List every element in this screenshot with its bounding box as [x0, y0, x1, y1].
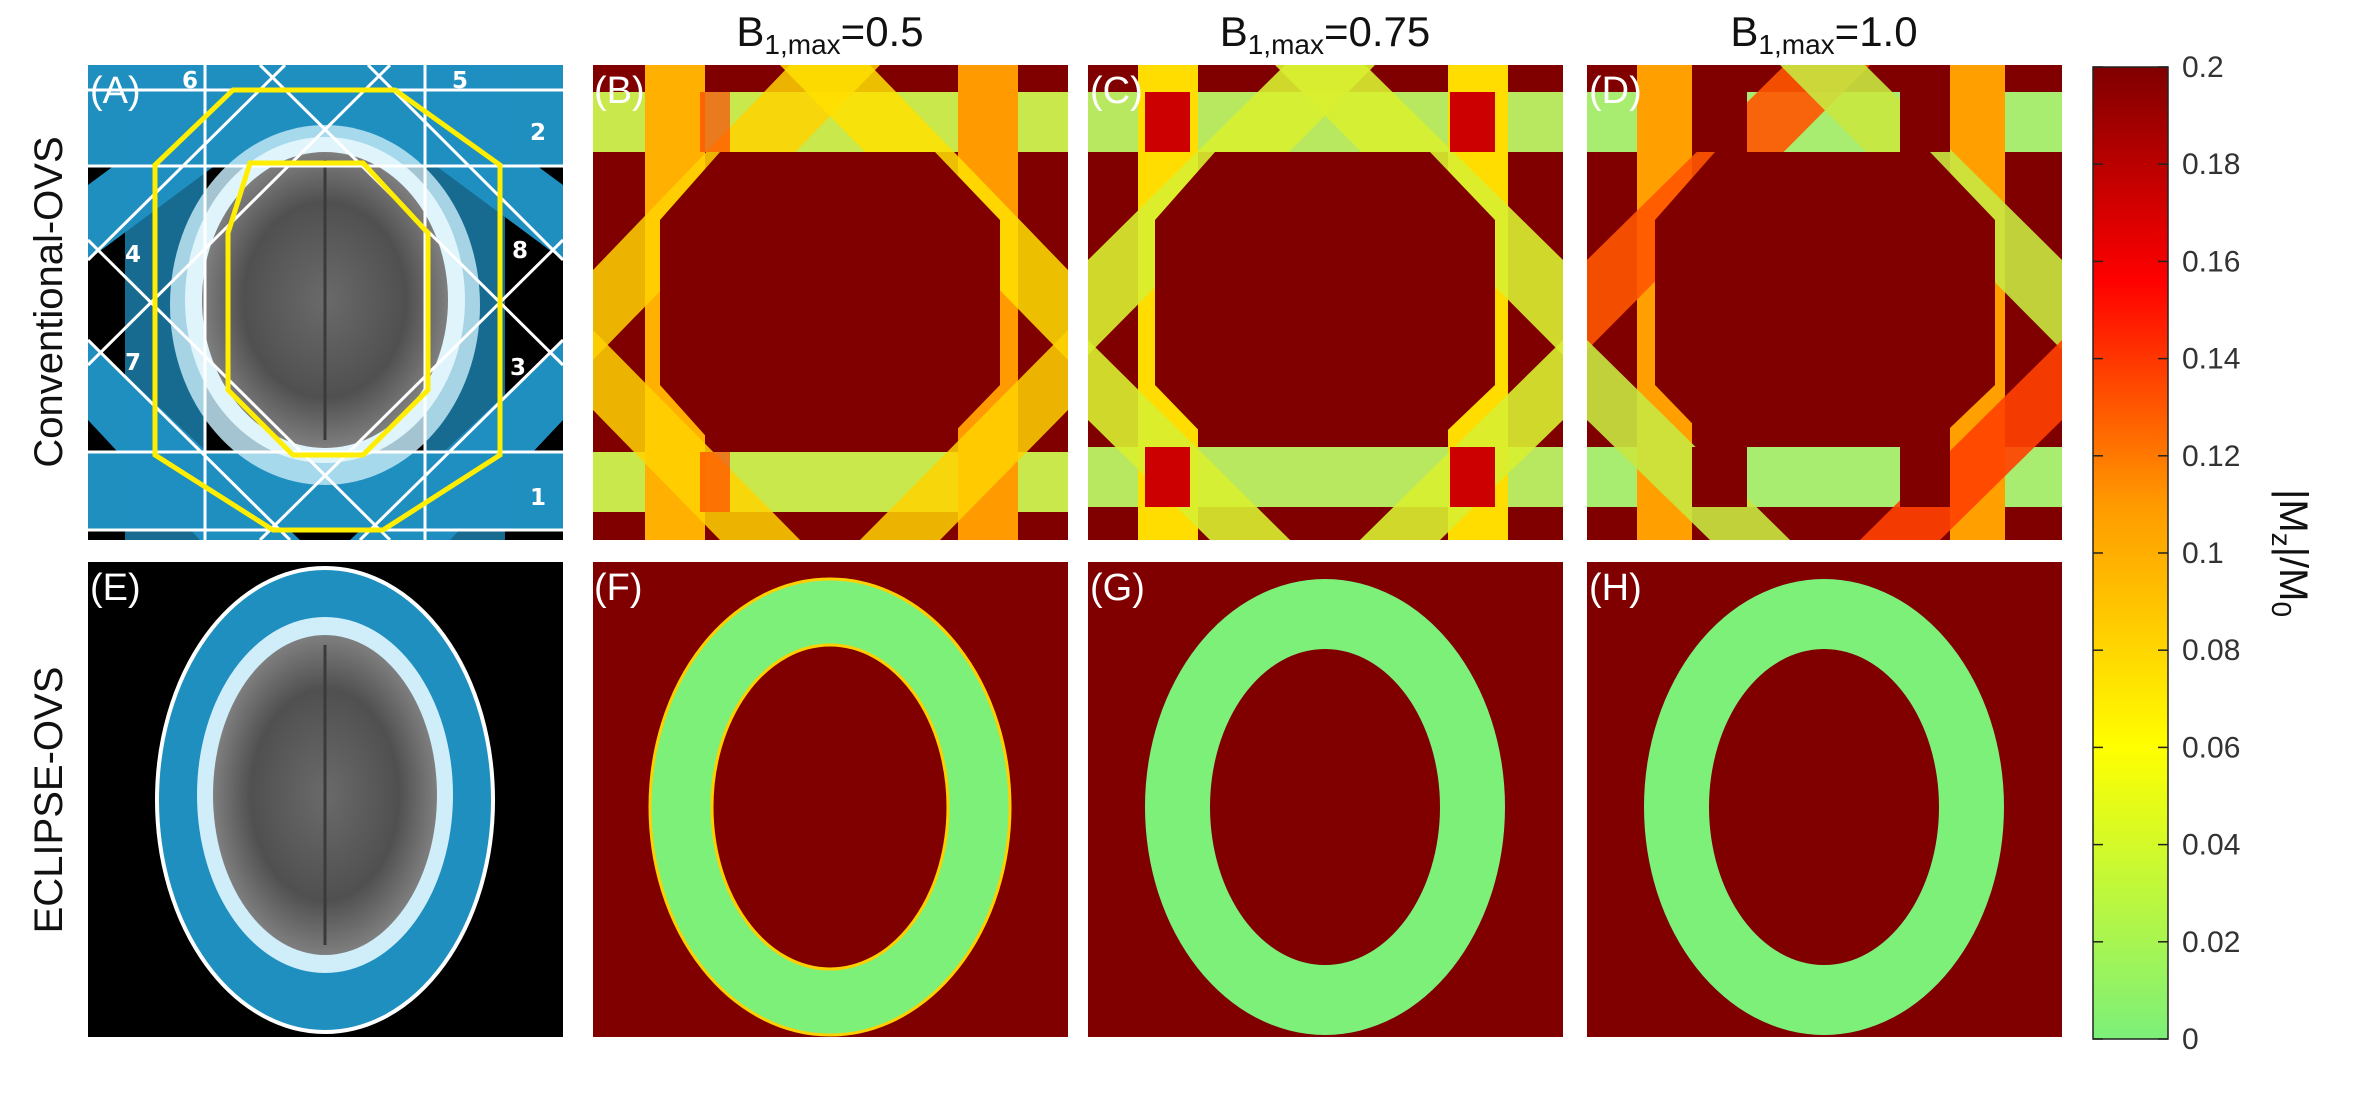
band-number-1: 1: [530, 485, 546, 511]
row-label-conventional: Conventional-OVS: [27, 136, 71, 467]
panel-letter-f: (F): [594, 567, 643, 609]
panel-letter-d: (D): [1589, 70, 1642, 112]
colorbar-tick-label: 0.04: [2182, 829, 2240, 862]
band-number-5: 5: [452, 68, 468, 94]
panel-h-map: [1587, 562, 2062, 1037]
row-label-eclipse: ECLIPSE-OVS: [27, 667, 71, 934]
panel-d-map: [1587, 65, 2062, 540]
colorbar-tick-label: 0.06: [2182, 731, 2240, 764]
band-number-2: 2: [530, 120, 546, 146]
column-title-d: B1,max=1.0: [1730, 8, 1917, 60]
panel-c-map: [1088, 65, 1563, 540]
panel-letter-h: (H): [1589, 567, 1642, 609]
colorbar-label: |Mz|/M0: [2266, 489, 2315, 617]
panel-e-eclipse-band: [88, 562, 563, 1037]
colorbar-tick-label: 0: [2182, 1023, 2199, 1056]
colorbar-tick-label: 0.2: [2182, 51, 2224, 84]
panel-letter-c: (C): [1090, 70, 1143, 112]
band-number-4: 4: [125, 242, 141, 268]
colorbar-tick-label: 0.02: [2182, 926, 2240, 959]
colorbar-tick-label: 0.18: [2182, 148, 2240, 181]
panel-letter-e: (E): [90, 567, 141, 609]
colorbar-ticks: 0 0.02 0.04 0.06 0.08 0.1 0.12 0.14 0.16 0.18 0.2: [2093, 51, 2240, 1056]
panel-letter-a: (A): [90, 70, 141, 112]
panel-f-map: [593, 562, 1068, 1037]
panel-a-conventional-bands: 1 2 3 4 5 6 7 8: [88, 65, 563, 540]
band-number-7: 7: [125, 350, 141, 376]
panel-b-map: [593, 65, 1068, 540]
colorbar-tick-label: 0.08: [2182, 634, 2240, 667]
colorbar-tick-label: 0.1: [2182, 537, 2224, 570]
colorbar-tick-label: 0.16: [2182, 245, 2240, 278]
column-title-b: B1,max=0.5: [736, 8, 923, 60]
band-number-6: 6: [182, 68, 198, 94]
panel-letter-g: (G): [1090, 567, 1145, 609]
band-number-3: 3: [510, 355, 526, 381]
band-number-8: 8: [512, 238, 528, 264]
panel-g-map: [1088, 562, 1563, 1037]
colorbar-tick-label: 0.12: [2182, 440, 2240, 473]
column-title-c: B1,max=0.75: [1220, 8, 1431, 60]
colorbar-tick-label: 0.14: [2182, 343, 2240, 376]
panel-letter-b: (B): [594, 70, 645, 112]
colorbar: [2092, 66, 2169, 1040]
